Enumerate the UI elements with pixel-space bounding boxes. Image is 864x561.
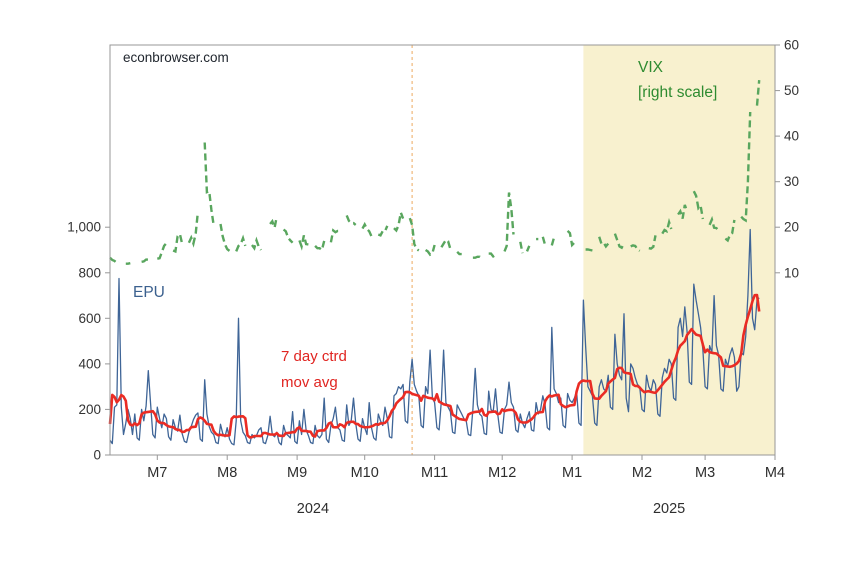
svg-text:M7: M7: [147, 465, 167, 481]
moving-average-label: 7 day ctrd mov avg: [281, 344, 347, 395]
svg-text:0: 0: [93, 448, 101, 463]
svg-text:20: 20: [784, 220, 799, 235]
svg-text:10: 10: [784, 265, 799, 280]
svg-text:200: 200: [78, 402, 101, 417]
svg-text:M1: M1: [562, 465, 582, 481]
svg-text:400: 400: [78, 356, 101, 371]
epu-series-label: EPU: [133, 284, 165, 301]
svg-text:M11: M11: [421, 465, 448, 481]
watermark: econbrowser.com: [123, 50, 229, 65]
svg-text:1,000: 1,000: [67, 220, 101, 235]
svg-text:M9: M9: [287, 465, 307, 481]
svg-text:50: 50: [784, 83, 799, 98]
svg-text:800: 800: [78, 265, 101, 280]
svg-text:M3: M3: [695, 465, 715, 481]
svg-text:2025: 2025: [653, 501, 685, 517]
svg-text:M8: M8: [217, 465, 237, 481]
svg-text:M4: M4: [765, 465, 785, 481]
svg-text:30: 30: [784, 174, 799, 189]
svg-text:600: 600: [78, 311, 101, 326]
svg-text:2024: 2024: [297, 501, 329, 517]
moving-average-label-line2: mov avg: [281, 373, 338, 391]
moving-average-label-line1: 7 day ctrd: [281, 348, 347, 365]
vix-label-line1: VIX: [638, 59, 663, 76]
vix-label-line2: [right scale]: [638, 83, 718, 101]
svg-text:60: 60: [784, 38, 799, 53]
svg-text:40: 40: [784, 129, 799, 144]
svg-text:M10: M10: [351, 465, 379, 481]
svg-text:M2: M2: [632, 465, 652, 481]
vix-series-label: VIX [right scale]: [638, 56, 717, 106]
svg-text:M12: M12: [488, 465, 516, 481]
